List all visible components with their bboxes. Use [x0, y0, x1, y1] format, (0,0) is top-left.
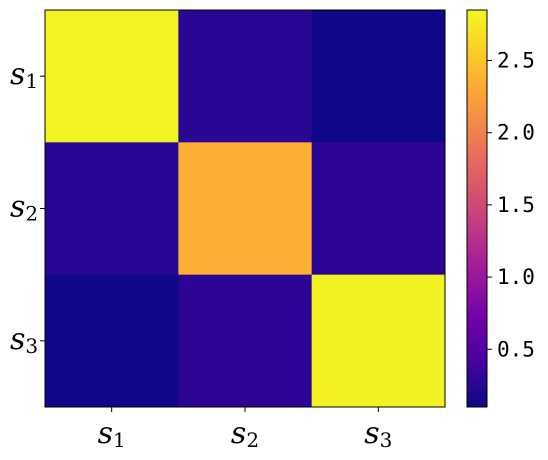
y-tick-label-3: s3	[10, 322, 38, 358]
colorbar	[466, 9, 488, 408]
colorbar-ticks: 0.5 1.0 1.5 2.0 2.5	[487, 49, 535, 361]
x-tick-label-3: s3	[364, 416, 392, 452]
colorbar-tick-label: 2.0	[497, 121, 535, 145]
y-tick-label-2: s2	[10, 190, 38, 226]
y-axis: s1 s2 s3	[10, 57, 45, 358]
colorbar-tick-label: 2.5	[497, 49, 535, 73]
heatmap-cell-r1-c2	[178, 10, 313, 143]
x-tick-label-1: s1	[98, 416, 126, 452]
heatmap-cell-r1-c3	[311, 10, 446, 143]
heatmap-cell-r3-c3	[311, 274, 446, 408]
y-tick-label-1: s1	[10, 57, 38, 93]
x-axis: s1 s2 s3	[98, 407, 392, 452]
colorbar-tick-label: 1.5	[497, 193, 535, 217]
colorbar-tick-label: 1.0	[497, 265, 535, 289]
heatmap-cell-r3-c1	[45, 274, 179, 408]
heatmap-cells	[45, 10, 446, 408]
heatmap-cell-r2-c3	[311, 142, 446, 276]
colorbar-tick-label: 0.5	[497, 337, 535, 361]
x-tick-label-2: s2	[231, 416, 259, 452]
heatmap-cell-r3-c2	[178, 274, 313, 408]
heatmap-cell-r1-c1	[45, 10, 179, 143]
heatmap-cell-r2-c1	[45, 142, 179, 276]
heatmap-cell-r2-c2	[178, 142, 313, 276]
